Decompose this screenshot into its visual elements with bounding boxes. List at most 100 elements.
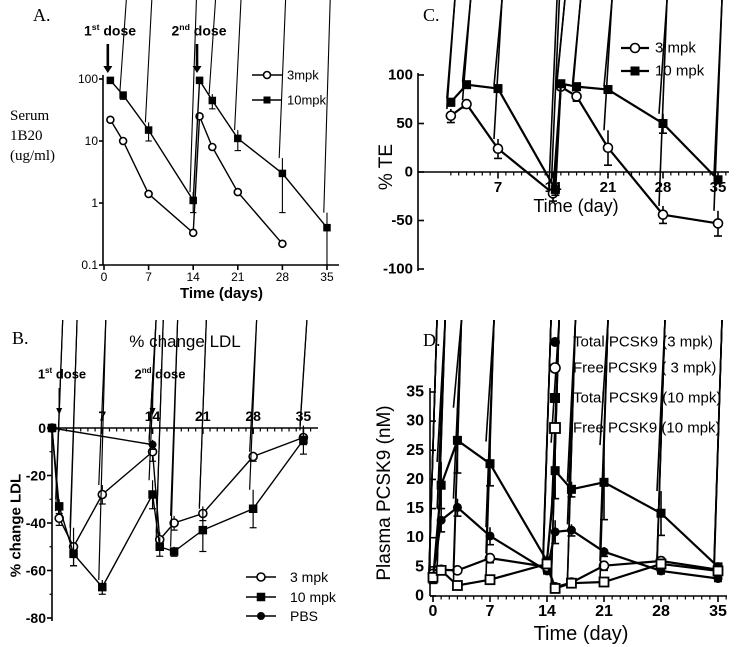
- data-point: [144, 189, 153, 199]
- x-tick-label: 35: [296, 408, 312, 424]
- legend-marker-square-open: [549, 422, 561, 434]
- dose-word: dose: [52, 366, 87, 382]
- data-point: [462, 80, 472, 90]
- y-tick-label: 10: [85, 134, 99, 148]
- error-bar: [461, 0, 472, 89]
- error-bar: [155, 320, 164, 557]
- y-tick-label: 35: [406, 383, 424, 400]
- legend: 3mpk 10mpk: [252, 68, 327, 108]
- error-bar: [208, 0, 217, 110]
- dose-arrow: [192, 44, 202, 73]
- data-point: [144, 126, 153, 134]
- panel-d-y-axis-title: Plasma PCSK9 (nM): [374, 405, 395, 581]
- y-tick-label: 100: [78, 72, 98, 86]
- legend-item: Total PCSK9 (3 mpk): [550, 334, 713, 351]
- data-point: [148, 490, 157, 499]
- error-bar-cap: [428, 320, 438, 576]
- x-tick-label: 21: [600, 179, 617, 196]
- legend-marker-circle-open: [629, 42, 641, 54]
- legend-label: Total PCSK9 (10 mpk): [573, 390, 721, 407]
- data-point: [599, 547, 609, 557]
- panel-b-letter: B.: [12, 328, 29, 348]
- legend-item: Free PCSK9 ( 3 mpk): [549, 360, 716, 377]
- error-bar-cap: [485, 320, 495, 577]
- x-tick-label: 21: [595, 603, 613, 620]
- error-bar: [323, 0, 331, 266]
- y-tick-label: 100: [388, 67, 413, 84]
- legend-label: 3 mpk: [290, 569, 329, 585]
- error-bar: [144, 0, 153, 142]
- y-tick-label: -60: [26, 563, 46, 579]
- legend: 3 mpk 10 mpk PBS: [246, 569, 337, 624]
- error-bar-cap: [234, 0, 242, 131]
- series-line: [51, 427, 153, 446]
- data-point: [54, 502, 64, 511]
- series-line: [431, 438, 719, 580]
- panel-b-second-dose-label: 2nd dose: [134, 366, 185, 381]
- data-point: [484, 552, 496, 564]
- panel-b-first-dose-label: 1st dose: [38, 366, 86, 381]
- error-bar: [119, 0, 127, 100]
- dose-ordinal: st: [91, 22, 100, 32]
- error-bar-cap: [713, 320, 723, 569]
- series-free-pcsk9-10-mpk-: [427, 320, 724, 594]
- error-bar-cap: [656, 320, 666, 560]
- error-bar: [550, 320, 560, 591]
- data-point: [658, 119, 668, 128]
- axes: 100 10 1 0.10 7 14 21 28 35: [78, 72, 339, 284]
- error-bar-cap: [493, 0, 503, 86]
- data-point: [119, 91, 127, 99]
- error-bar-cap: [249, 320, 258, 490]
- x-tick-label: 14: [187, 270, 201, 284]
- x-tick-label: 28: [276, 270, 290, 284]
- x-tick-label: 28: [652, 603, 670, 620]
- x-tick-label: 28: [655, 179, 672, 196]
- error-bar-cap: [548, 0, 558, 186]
- data-point: [572, 82, 582, 92]
- error-bar-cap: [452, 320, 463, 408]
- y-tick-label: -40: [26, 515, 46, 531]
- error-bar-cap: [278, 0, 287, 159]
- data-point: [712, 565, 724, 577]
- data-point: [208, 142, 217, 152]
- y-tick-label: 1: [91, 196, 98, 210]
- y-axis-title-line2: 1B20: [10, 128, 43, 144]
- legend-item: 3 mpk: [246, 569, 329, 585]
- data-point: [208, 96, 217, 105]
- dose-number: 2: [134, 366, 142, 382]
- series-10mpk: [106, 0, 331, 266]
- series-3mpk: [106, 112, 287, 249]
- y-tick-label: 0: [38, 420, 46, 436]
- dose-word: dose: [99, 22, 137, 39]
- data-point: [189, 196, 197, 205]
- panel-c-y-axis-title: % TE: [376, 143, 397, 191]
- data-point: [98, 582, 107, 592]
- series-3-mpk: [47, 320, 309, 567]
- dose-number: 1: [83, 22, 92, 39]
- legend-marker-circle-open: [549, 362, 561, 374]
- y-tick-label: 50: [396, 115, 413, 132]
- data-point: [278, 169, 287, 178]
- error-bar-cap: [550, 320, 560, 587]
- y-tick-label: 30: [406, 413, 424, 430]
- data-point: [169, 547, 179, 556]
- legend-marker-square-filled: [263, 96, 271, 104]
- data-point: [712, 218, 724, 229]
- y-tick-label: 0.1: [81, 258, 98, 272]
- legend-label: Free PCSK9 ( 3 mpk): [573, 360, 716, 377]
- legend-item: Free PCSK9 (10 mpk): [549, 420, 721, 437]
- legend-item: 10mpk: [252, 93, 327, 108]
- legend: Total PCSK9 (3 mpk) Free PCSK9 ( 3 mpk) To…: [549, 334, 721, 437]
- y-axis-title-line1: Serum: [10, 108, 50, 124]
- data-point: [435, 564, 447, 576]
- x-tick-label: 21: [231, 270, 245, 284]
- data-point: [248, 504, 258, 513]
- x-tick-label: 14: [538, 603, 556, 620]
- y-tick-label: -20: [26, 468, 46, 484]
- error-bar: [713, 0, 723, 185]
- panel-c-letter: C.: [423, 5, 440, 25]
- y-tick-label: -80: [26, 610, 46, 626]
- data-point: [566, 484, 576, 494]
